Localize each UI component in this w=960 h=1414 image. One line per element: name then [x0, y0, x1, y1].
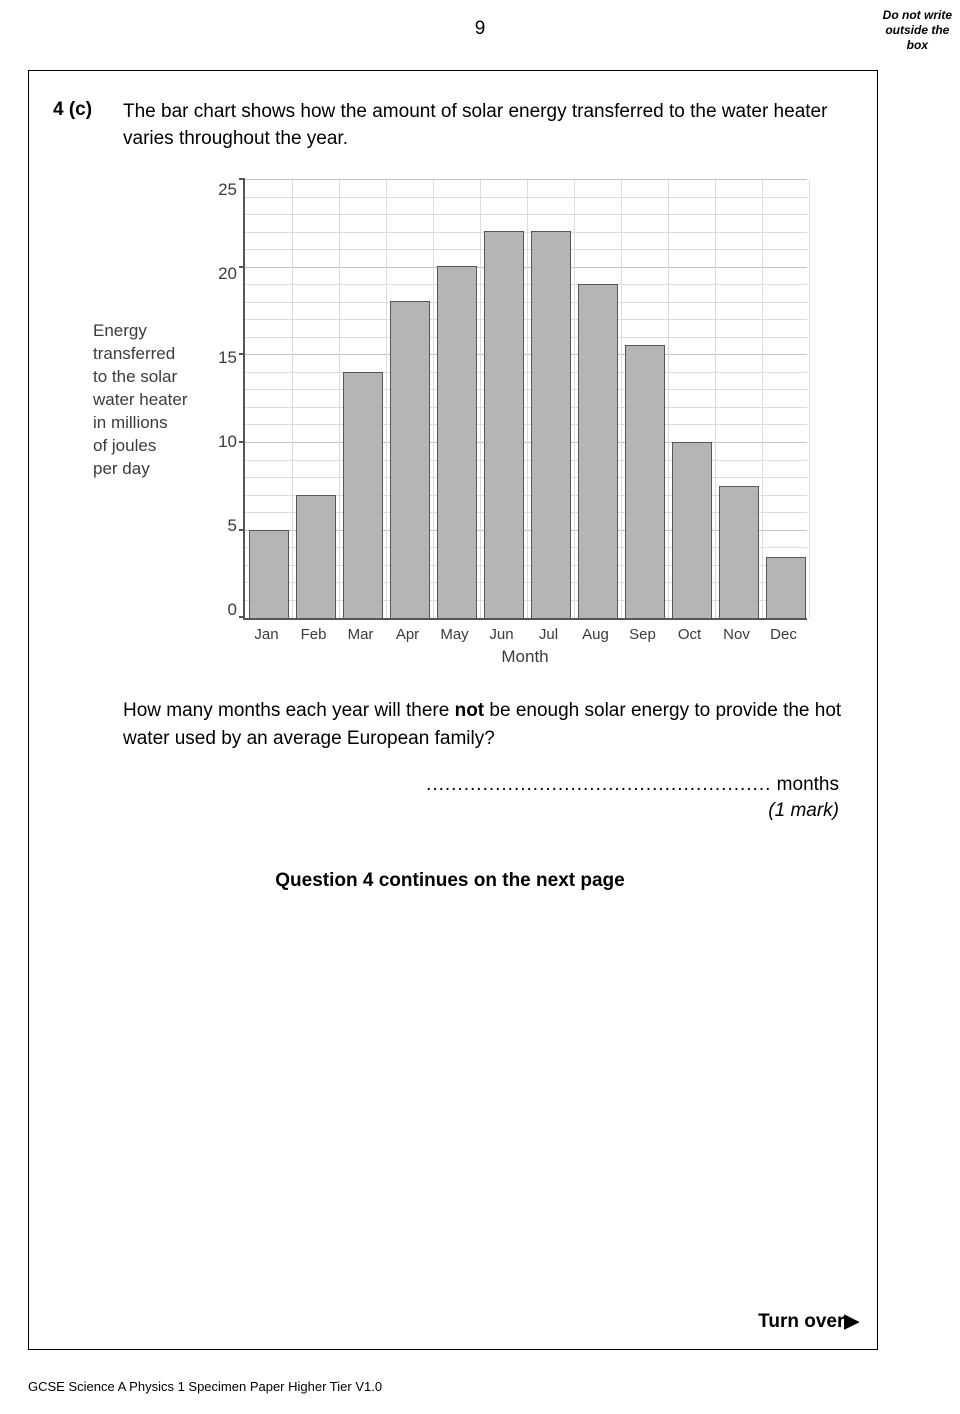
y-tick-label: 20 — [209, 264, 237, 284]
content-frame: 4 (c) The bar chart shows how the amount… — [28, 70, 878, 1350]
y-tick-label: 25 — [209, 180, 237, 200]
gridline-v — [668, 180, 669, 618]
answer-line[interactable]: ........................................… — [53, 774, 847, 796]
bar — [296, 495, 336, 618]
followup-bold: not — [455, 700, 485, 721]
y-axis-ticks: 25 20 15 10 5 0 — [209, 180, 237, 620]
y-tickmark — [239, 178, 245, 180]
x-axis-ticks: JanFebMarAprMayJunJulAugSepOctNovDec — [243, 626, 807, 643]
answer-unit: months — [771, 774, 839, 795]
x-tick-label: Nov — [713, 626, 760, 643]
gridline-h — [245, 442, 807, 443]
y-tickmark — [239, 529, 245, 531]
y-tick-label: 0 — [209, 600, 237, 620]
y-tickmark — [239, 616, 245, 618]
bar — [719, 486, 759, 618]
x-tick-label: Dec — [760, 626, 807, 643]
continue-note: Question 4 continues on the next page — [53, 870, 847, 892]
bar — [766, 557, 806, 619]
followup-text-1: How many months each year will there — [123, 700, 455, 721]
gridline-v — [574, 180, 575, 618]
page-number: 9 — [475, 18, 486, 40]
bar — [578, 284, 618, 618]
y-axis-label-line: to the solar — [93, 366, 203, 389]
page-footer: GCSE Science A Physics 1 Specimen Paper … — [28, 1379, 382, 1394]
bar — [672, 442, 712, 618]
x-tick-label: Aug — [572, 626, 619, 643]
x-tick-label: Sep — [619, 626, 666, 643]
gridline-v — [480, 180, 481, 618]
bar — [437, 266, 477, 618]
question-text: The bar chart shows how the amount of so… — [123, 99, 847, 152]
x-tick-label: Jan — [243, 626, 290, 643]
bar — [390, 301, 430, 618]
gridline-v — [292, 180, 293, 618]
gridline-h — [245, 477, 807, 478]
chart-plot — [243, 180, 807, 620]
x-tick-label: Mar — [337, 626, 384, 643]
bar — [484, 231, 524, 618]
gridline-h — [245, 284, 807, 285]
gridline-h — [245, 197, 807, 198]
gridline-h — [245, 249, 807, 250]
turn-over: Turn over▶ — [758, 1310, 859, 1333]
gridline-v — [339, 180, 340, 618]
gridline-h — [245, 424, 807, 425]
y-axis-label-line: transferred — [93, 343, 203, 366]
y-tickmark — [239, 266, 245, 268]
gridline-v — [621, 180, 622, 618]
y-axis-label-line: in millions — [93, 412, 203, 435]
y-axis-label: Energytransferredto the solarwater heate… — [93, 320, 203, 481]
y-axis-label-line: per day — [93, 458, 203, 481]
gridline-v — [809, 180, 810, 618]
x-tick-label: Feb — [290, 626, 337, 643]
bar — [249, 530, 289, 618]
mark-allocation: (1 mark) — [53, 800, 847, 822]
x-tick-label: Oct — [666, 626, 713, 643]
gridline-h — [245, 267, 807, 268]
gridline-h — [245, 337, 807, 338]
gridline-h — [245, 407, 807, 408]
x-tick-label: Jun — [478, 626, 525, 643]
y-tick-label: 5 — [209, 516, 237, 536]
gridline-h — [245, 232, 807, 233]
x-tick-label: Apr — [384, 626, 431, 643]
gridline-h — [245, 302, 807, 303]
margin-note: Do not write outside the box — [883, 8, 952, 53]
bar — [625, 345, 665, 618]
bar — [343, 372, 383, 618]
gridline-v — [762, 180, 763, 618]
gridline-v — [386, 180, 387, 618]
x-tick-label: May — [431, 626, 478, 643]
bar — [531, 231, 571, 618]
y-tick-label: 15 — [209, 348, 237, 368]
margin-note-l2: outside the — [883, 23, 952, 38]
gridline-v — [715, 180, 716, 618]
y-axis-label-line: of joules — [93, 435, 203, 458]
gridline-v — [433, 180, 434, 618]
answer-dots: ........................................… — [426, 774, 771, 795]
gridline-v — [527, 180, 528, 618]
y-axis-label-line: water heater — [93, 389, 203, 412]
gridline-h — [245, 179, 807, 180]
gridline-h — [245, 354, 807, 355]
y-tick-label: 10 — [209, 432, 237, 452]
y-axis-label-line: Energy — [93, 320, 203, 343]
x-tick-label: Jul — [525, 626, 572, 643]
margin-note-l3: box — [883, 38, 952, 53]
followup-question: How many months each year will there not… — [123, 697, 847, 752]
gridline-h — [245, 319, 807, 320]
question-number: 4 (c) — [53, 99, 123, 152]
question-row: 4 (c) The bar chart shows how the amount… — [53, 99, 847, 152]
gridline-h — [245, 372, 807, 373]
chart-container: Energytransferredto the solarwater heate… — [53, 180, 847, 667]
y-tickmark — [239, 441, 245, 443]
gridline-h — [245, 460, 807, 461]
x-axis-label: Month — [243, 647, 807, 667]
gridline-h — [245, 389, 807, 390]
y-tickmark — [239, 353, 245, 355]
gridline-h — [245, 214, 807, 215]
margin-note-l1: Do not write — [883, 8, 952, 23]
